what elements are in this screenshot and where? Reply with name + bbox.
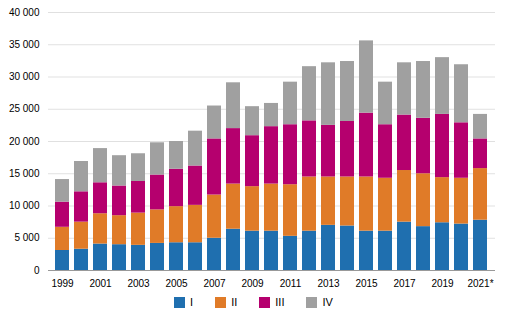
svg-text:2005: 2005 [165, 278, 188, 289]
html-text:IV: IV [322, 296, 333, 308]
svg-text:10 000: 10 000 [9, 200, 40, 211]
svg-text:25 000: 25 000 [9, 103, 40, 114]
svg-text:2015: 2015 [355, 278, 378, 289]
svg-text:2013: 2013 [317, 278, 340, 289]
svg-text:2017: 2017 [393, 278, 416, 289]
svg-text:30 000: 30 000 [9, 71, 40, 82]
html-text:III: III [275, 296, 285, 308]
svg-text:2003: 2003 [127, 278, 150, 289]
svg-text:20 000: 20 000 [9, 136, 40, 147]
svg-text:5 000: 5 000 [14, 232, 39, 243]
svg-text:35 000: 35 000 [9, 39, 40, 50]
svg-text:2009: 2009 [241, 278, 264, 289]
svg-text:2021*: 2021* [467, 278, 493, 289]
svg-text:2011: 2011 [280, 278, 302, 289]
svg-text:2007: 2007 [203, 278, 226, 289]
svg-text:2019: 2019 [431, 278, 454, 289]
svg-text:1999: 1999 [51, 278, 74, 289]
html-text:II: II [231, 296, 238, 308]
svg-text:2001: 2001 [89, 278, 112, 289]
html-text:I: I [190, 296, 194, 308]
svg-text:15 000: 15 000 [9, 168, 40, 179]
svg-text:40 000: 40 000 [9, 7, 40, 18]
svg-text:0: 0 [34, 265, 40, 276]
